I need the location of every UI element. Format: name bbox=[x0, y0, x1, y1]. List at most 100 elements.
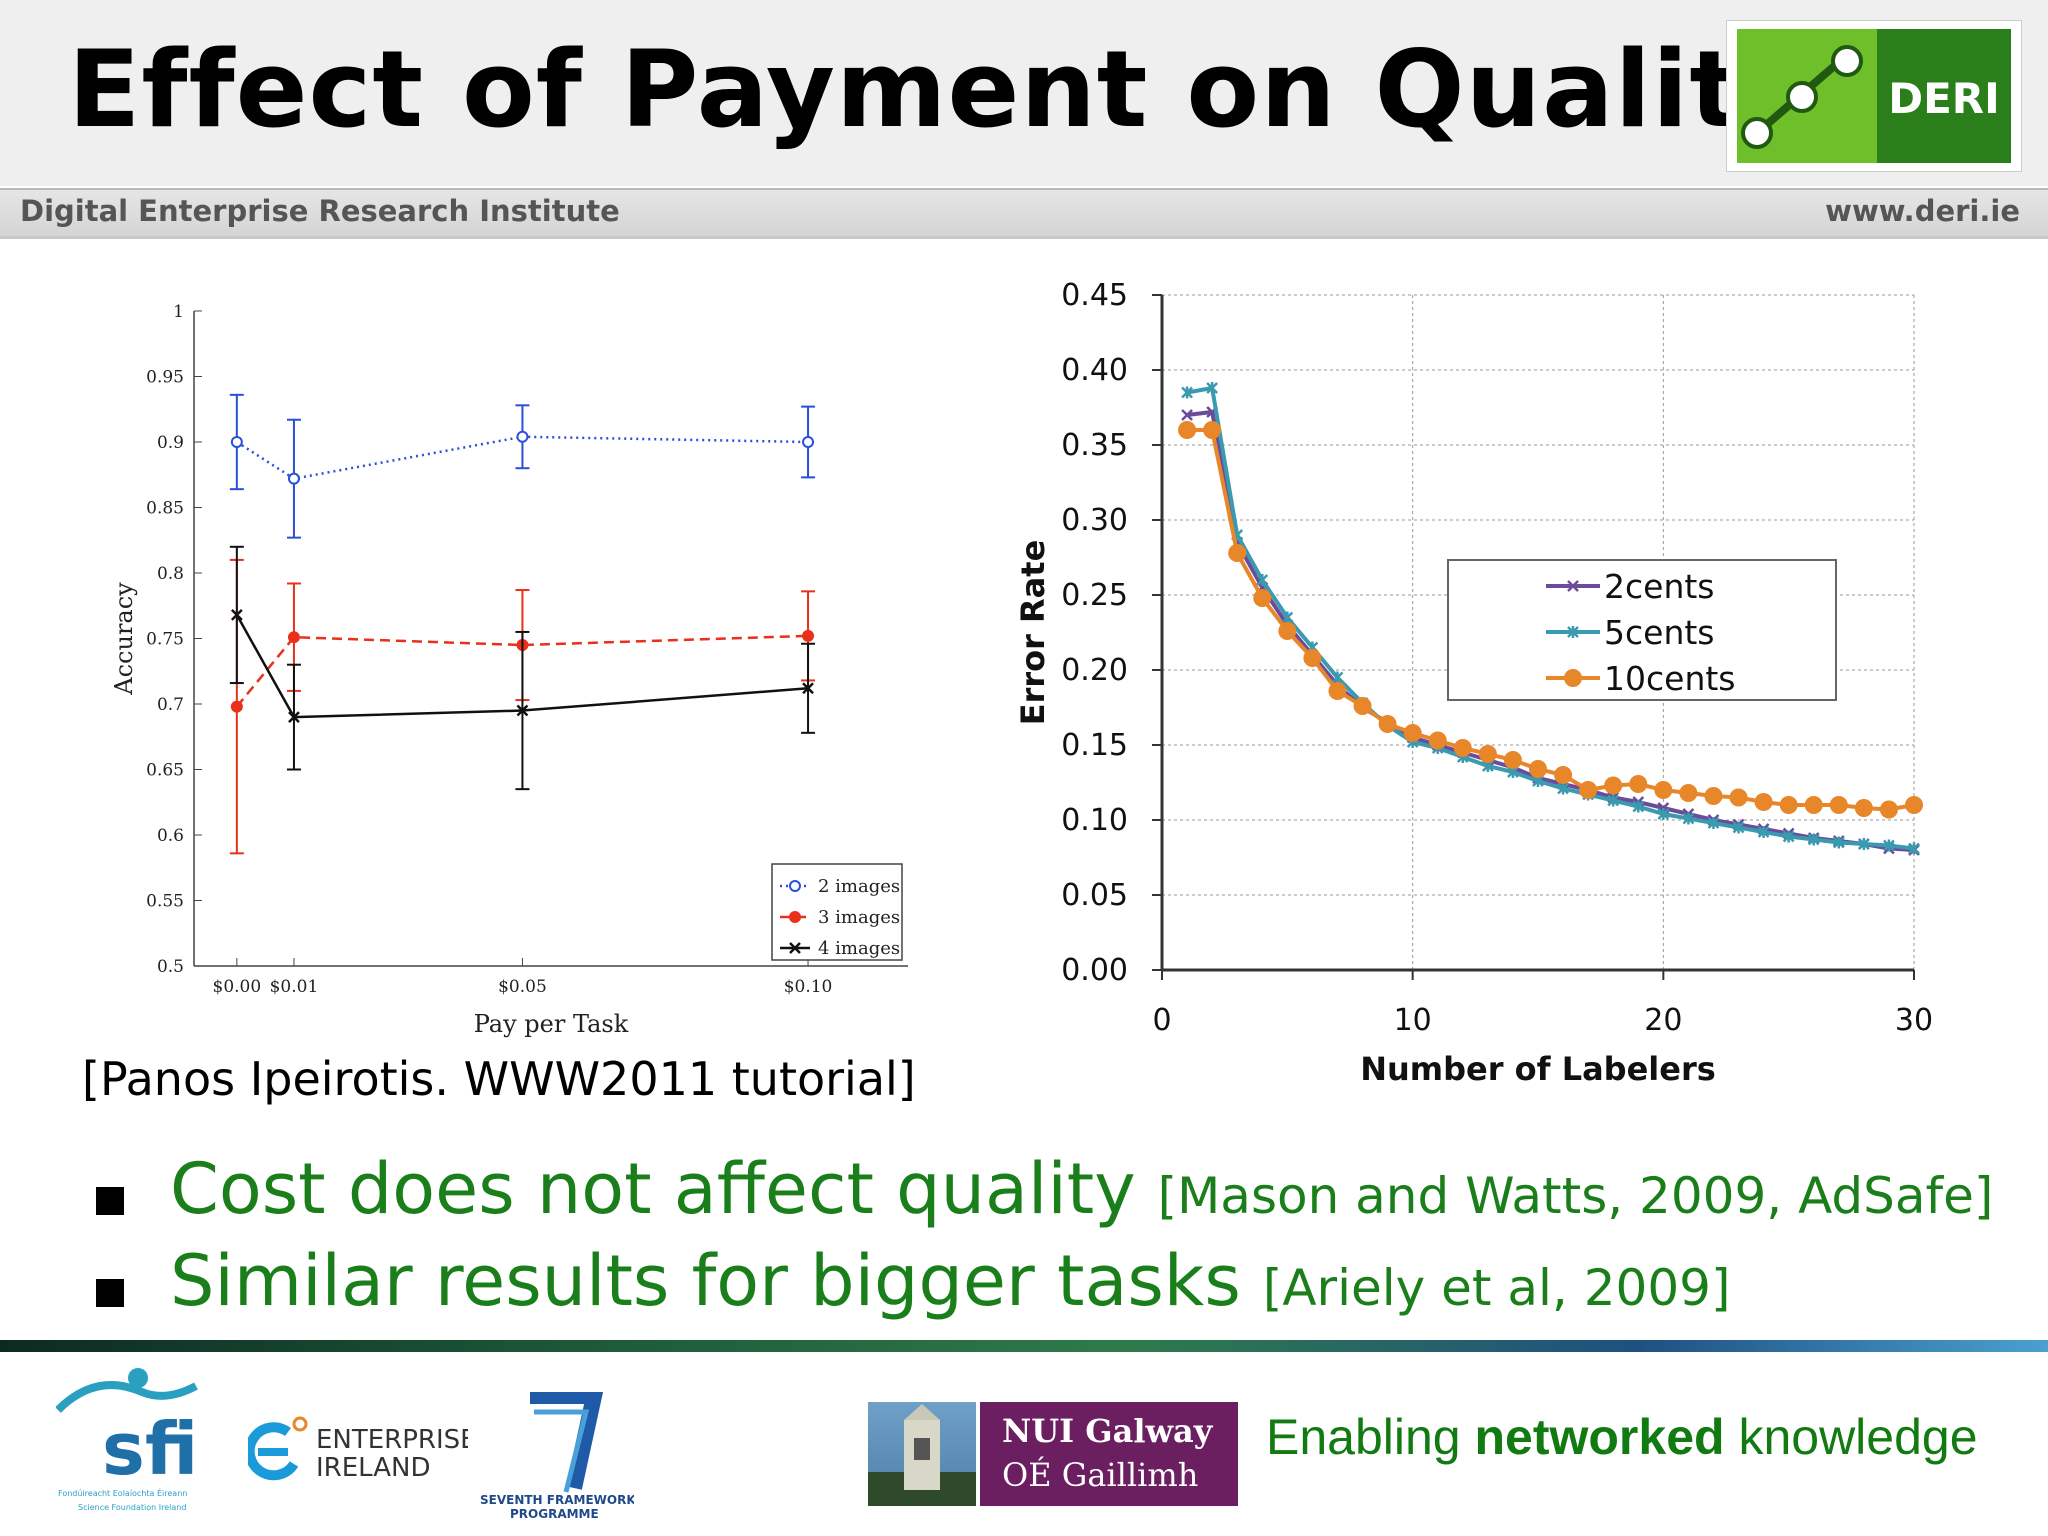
data-point bbox=[287, 472, 300, 485]
data-point bbox=[1478, 745, 1497, 763]
data-point bbox=[1657, 808, 1670, 820]
legend-label: 5cents bbox=[1604, 613, 1715, 652]
x-axis-title: Number of Labelers bbox=[1360, 1050, 1716, 1088]
data-point bbox=[1905, 796, 1923, 814]
y-tick-label: 0.7 bbox=[157, 695, 184, 715]
data-point bbox=[1829, 796, 1848, 814]
data-point bbox=[1428, 731, 1447, 750]
tagline-pre: Enabling bbox=[1266, 1409, 1475, 1465]
legend-marker bbox=[1564, 669, 1582, 687]
data-point bbox=[1707, 817, 1720, 829]
nui-line1: NUI Galway bbox=[1002, 1412, 1213, 1450]
legend-marker bbox=[1567, 626, 1579, 638]
data-point bbox=[1654, 781, 1673, 799]
data-point bbox=[1779, 796, 1798, 814]
legend-label: 10cents bbox=[1604, 659, 1735, 698]
x-tick-label: 10 bbox=[1394, 1003, 1432, 1038]
data-point bbox=[1378, 715, 1397, 733]
data-point bbox=[1679, 784, 1698, 802]
sfi-sub2: Science Foundation Ireland bbox=[78, 1503, 186, 1512]
deri-logo: DERI bbox=[1726, 20, 2022, 172]
legend-label: 3 images bbox=[818, 907, 900, 928]
data-point bbox=[1178, 421, 1197, 439]
bullet-2-ref: [Ariely et al, 2009] bbox=[1262, 1259, 1731, 1317]
y-tick-label: 0.6 bbox=[157, 826, 184, 846]
series-line bbox=[235, 614, 809, 719]
citation: [Panos Ipeirotis. WWW2011 tutorial] bbox=[82, 1052, 916, 1106]
ei-line1: ENTERPRISE bbox=[316, 1425, 468, 1455]
fp7-line1: SEVENTH FRAMEWORK bbox=[480, 1493, 634, 1507]
data-point bbox=[1228, 544, 1247, 562]
slide-header: Effect of Payment on Quality bbox=[0, 0, 2048, 186]
data-point bbox=[802, 629, 815, 642]
nui-galway-logo: NUI Galway OÉ Gaillimh bbox=[980, 1402, 1238, 1506]
data-point bbox=[1206, 382, 1219, 394]
data-point bbox=[287, 631, 300, 644]
data-point bbox=[1857, 838, 1870, 850]
legend-marker bbox=[1567, 580, 1579, 592]
y-tick-label: 0.15 bbox=[1061, 728, 1128, 763]
data-point bbox=[1754, 793, 1773, 811]
data-point bbox=[1331, 671, 1344, 684]
data-point bbox=[1604, 776, 1623, 795]
legend-box bbox=[1447, 559, 1837, 701]
data-point bbox=[1403, 724, 1422, 742]
data-point bbox=[230, 609, 243, 621]
legend-label: 2cents bbox=[1604, 567, 1715, 606]
nui-building-image bbox=[868, 1402, 976, 1506]
enterprise-ireland-logo: ENTERPRISE IRELAND bbox=[244, 1412, 477, 1496]
y-tick-label: 0.05 bbox=[1061, 878, 1128, 913]
y-tick-label: 1 bbox=[173, 302, 184, 322]
x-tick-label: 20 bbox=[1644, 1003, 1682, 1038]
data-point bbox=[516, 430, 529, 443]
data-point bbox=[1832, 836, 1845, 849]
y-tick-label: 0.40 bbox=[1061, 353, 1128, 388]
slide-title: Effect of Payment on Quality bbox=[68, 28, 1812, 151]
bullet-1-ref: [Mason and Watts, 2009, AdSafe] bbox=[1157, 1167, 1994, 1225]
ei-line2: IRELAND bbox=[316, 1453, 431, 1483]
error-rate-chart: 0.00 0.05 0.10 0.15 0.20 0.25 0.30 0.35 0.40 0.45… bbox=[1014, 278, 1933, 1088]
y-tick-label: 0.20 bbox=[1061, 653, 1128, 688]
data-point bbox=[1782, 830, 1795, 843]
bullet-square-icon bbox=[96, 1186, 124, 1215]
data-point bbox=[288, 711, 300, 723]
data-point bbox=[1281, 611, 1294, 624]
legend-label: 2 images bbox=[818, 876, 900, 897]
data-point bbox=[230, 700, 243, 713]
accuracy-chart: 0.5 0.55 0.6 0.65 0.7 0.75 0.8 0.85 0.9 0.95 1 $0.0… bbox=[110, 302, 908, 1038]
x-tick-label: 30 bbox=[1895, 1003, 1933, 1038]
y-tick-label: 0.55 bbox=[146, 892, 184, 912]
bullet-square-icon bbox=[96, 1278, 124, 1307]
data-point bbox=[516, 704, 529, 717]
data-point bbox=[1181, 386, 1193, 399]
data-point bbox=[1807, 833, 1820, 846]
tagline-post: knowledge bbox=[1724, 1409, 1978, 1465]
y-tick-label: 0.95 bbox=[146, 368, 184, 388]
data-point bbox=[1682, 812, 1695, 825]
data-point bbox=[1729, 788, 1748, 807]
y-tick-label: 0.30 bbox=[1061, 503, 1128, 538]
footer-strip bbox=[0, 1340, 2048, 1352]
data-point bbox=[802, 682, 814, 695]
tagline: Enabling networked knowledge bbox=[1266, 1408, 1978, 1466]
legend-marker bbox=[789, 880, 801, 892]
x-tick-label: $0.10 bbox=[784, 977, 833, 997]
data-point bbox=[1557, 782, 1569, 795]
data-point bbox=[1554, 766, 1573, 784]
data-point bbox=[1879, 800, 1898, 819]
website-link[interactable]: www.deri.ie bbox=[1825, 194, 2020, 228]
data-point bbox=[1328, 682, 1347, 700]
y-tick-label: 0.85 bbox=[146, 499, 184, 519]
data-point bbox=[1579, 781, 1598, 799]
data-point bbox=[802, 436, 815, 448]
x-tick-label: $0.05 bbox=[498, 977, 547, 997]
data-point bbox=[1629, 775, 1648, 793]
data-point bbox=[1529, 760, 1547, 778]
data-point bbox=[1908, 842, 1920, 855]
sfi-logo: sfi Fondúireacht Eolaíochta Éireann Scie… bbox=[55, 1362, 216, 1526]
y-tick-label: 0.75 bbox=[146, 630, 184, 650]
data-point bbox=[1203, 421, 1222, 439]
x-tick-label: 0 bbox=[1152, 1003, 1171, 1038]
y-tick-label: 0.10 bbox=[1061, 803, 1128, 838]
bullet-1: Cost does not affect quality [Mason and W… bbox=[96, 1148, 1993, 1230]
